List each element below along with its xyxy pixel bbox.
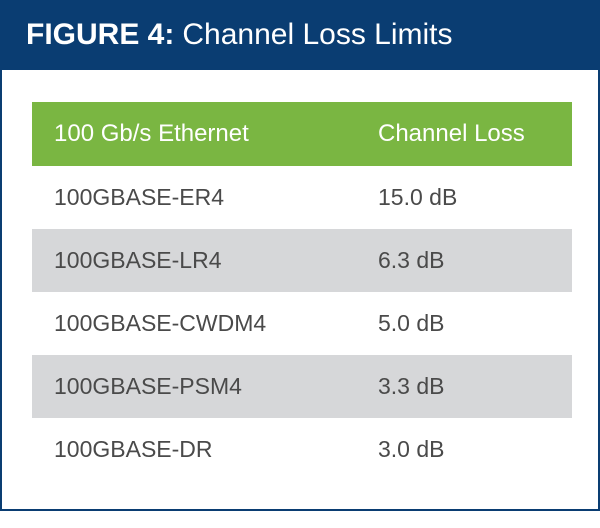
table-wrapper: 100 Gb/s Ethernet Channel Loss 100GBASE-… bbox=[0, 70, 600, 511]
table-row: 100GBASE-LR4 6.3 dB bbox=[32, 229, 572, 292]
cell-loss: 5.0 dB bbox=[356, 292, 572, 355]
column-header-ethernet: 100 Gb/s Ethernet bbox=[32, 102, 356, 166]
table-row: 100GBASE-CWDM4 5.0 dB bbox=[32, 292, 572, 355]
cell-ethernet: 100GBASE-DR bbox=[32, 418, 356, 481]
table-body: 100GBASE-ER4 15.0 dB 100GBASE-LR4 6.3 dB… bbox=[32, 166, 572, 481]
table-row: 100GBASE-PSM4 3.3 dB bbox=[32, 355, 572, 418]
column-header-loss: Channel Loss bbox=[356, 102, 572, 166]
cell-loss: 15.0 dB bbox=[356, 166, 572, 229]
figure-caption: Channel Loss Limits bbox=[182, 18, 452, 52]
cell-ethernet: 100GBASE-ER4 bbox=[32, 166, 356, 229]
figure-label: FIGURE 4: bbox=[26, 18, 174, 52]
cell-ethernet: 100GBASE-LR4 bbox=[32, 229, 356, 292]
cell-ethernet: 100GBASE-CWDM4 bbox=[32, 292, 356, 355]
cell-loss: 3.3 dB bbox=[356, 355, 572, 418]
table-row: 100GBASE-DR 3.0 dB bbox=[32, 418, 572, 481]
cell-loss: 3.0 dB bbox=[356, 418, 572, 481]
cell-loss: 6.3 dB bbox=[356, 229, 572, 292]
table-row: 100GBASE-ER4 15.0 dB bbox=[32, 166, 572, 229]
figure-container: FIGURE 4: Channel Loss Limits 100 Gb/s E… bbox=[0, 0, 600, 528]
table-header-row: 100 Gb/s Ethernet Channel Loss bbox=[32, 102, 572, 166]
cell-ethernet: 100GBASE-PSM4 bbox=[32, 355, 356, 418]
figure-title-bar: FIGURE 4: Channel Loss Limits bbox=[0, 0, 600, 70]
channel-loss-table: 100 Gb/s Ethernet Channel Loss 100GBASE-… bbox=[32, 102, 572, 481]
